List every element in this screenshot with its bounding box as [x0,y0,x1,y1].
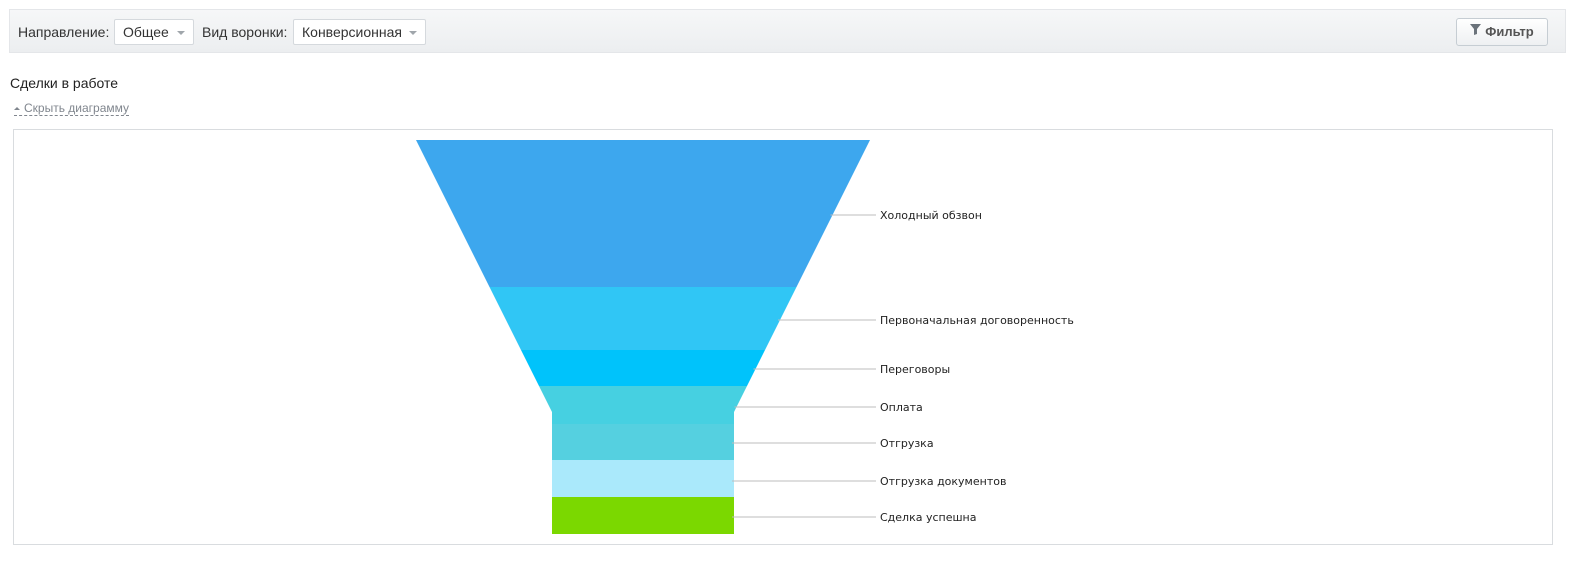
filter-icon [1470,18,1482,44]
stage-label: Отгрузка документов [880,475,1006,488]
funnel-segment[interactable] [552,424,734,460]
section-title: Сделки в работе [10,75,119,91]
funnel-segment[interactable] [539,386,747,424]
funnel-chart-svg: Холодный обзвон Первоначальная договоренн… [416,140,1074,534]
stage-label: Первоначальная договоренность [880,314,1074,327]
funnel-segment[interactable] [552,460,734,497]
stage-label: Переговоры [880,363,950,376]
funnel-chart: Холодный обзвон Первоначальная договоренн… [13,129,1553,545]
filter-button-label: Фильтр [1485,24,1534,39]
filter-toolbar: Направление: Общее Вид воронки: Конверси… [9,9,1566,53]
direction-label: Направление: [18,24,110,40]
chevron-down-icon [409,31,417,35]
hide-chart-link-label: Скрыть диаграмму [24,101,130,115]
caret-up-icon [14,107,20,111]
direction-select-value: Общее [123,24,169,40]
stage-label: Отгрузка [880,437,934,450]
hide-chart-link[interactable]: Скрыть диаграмму [14,101,130,116]
stage-label: Оплата [880,401,923,414]
funnel-type-select-value: Конверсионная [302,24,402,40]
funnel-segment[interactable] [552,497,734,534]
filter-button[interactable]: Фильтр [1456,18,1548,46]
funnel-segment[interactable] [489,287,797,350]
funnel-type-label: Вид воронки: [202,24,288,40]
funnel-segment[interactable] [521,350,765,386]
funnel-type-select[interactable]: Конверсионная [293,19,426,45]
direction-select[interactable]: Общее [114,19,194,45]
funnel-segment[interactable] [416,140,870,287]
stage-label: Сделка успешна [880,511,976,524]
stage-label: Холодный обзвон [880,209,982,222]
chevron-down-icon [177,31,185,35]
